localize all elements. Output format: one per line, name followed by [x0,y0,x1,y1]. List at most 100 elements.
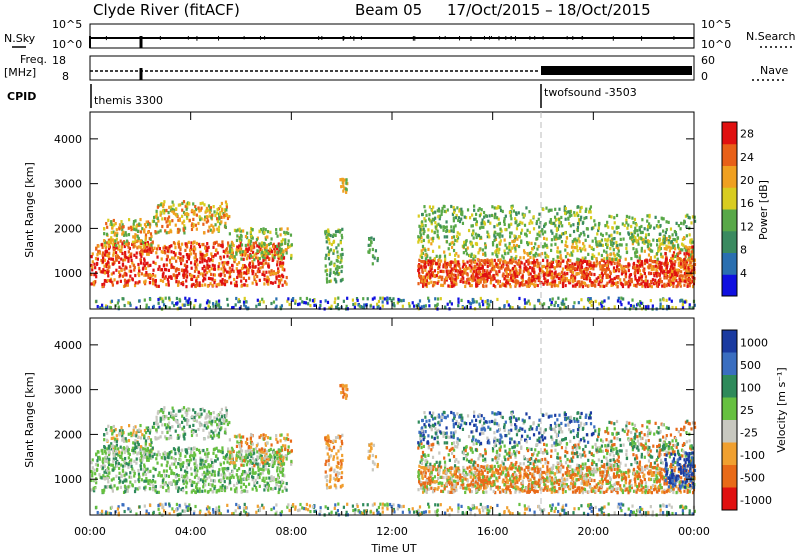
power-cell [688,245,691,250]
power-cell [284,241,287,245]
power-cell [178,218,181,223]
power-cell [189,261,193,265]
power-cell [163,267,167,272]
power-cell [677,271,680,275]
power-cell [276,234,279,238]
power-cell [663,284,666,289]
power-cell [199,201,202,206]
power-cell [260,248,263,253]
power-cell [324,264,327,268]
power-cell [529,265,532,270]
power-cell [334,267,338,271]
power-cell [464,268,467,272]
power-cell [104,304,108,308]
power-cell [573,213,576,217]
power-cell [146,249,149,254]
power-cell [435,306,438,310]
power-cell [599,265,602,269]
power-cell [580,283,583,287]
velocity-cell [90,488,93,492]
power-cell [440,269,444,274]
power-cell [605,232,608,236]
power-cell [373,256,376,260]
power-cell [483,269,486,273]
power-cell [611,259,614,263]
power-cell [576,228,579,233]
power-cell [368,248,371,252]
power-cell [546,259,549,263]
power-cell [141,252,144,256]
power-cell [600,304,603,308]
power-cell [232,305,235,310]
velocity-cell [144,485,147,489]
power-cell [629,236,632,240]
power-cell [560,215,563,220]
power-cell [665,266,669,270]
power-cell [448,276,452,280]
power-cell [216,227,219,231]
velocity-cell [154,484,157,489]
power-cell [226,279,229,284]
power-cell [444,225,447,230]
power-cell [207,204,211,208]
power-cell [481,266,484,270]
power-cell [659,232,662,236]
power-cell [263,255,266,260]
power-cell [690,280,693,285]
velocity-cell [172,456,175,461]
power-cell [609,247,612,251]
power-cell [125,233,128,237]
power-cell [235,280,238,284]
velocity-cell [175,465,178,469]
power-cell [421,223,424,227]
velocity-cell [185,481,189,485]
power-cell [275,231,278,235]
power-cell [594,283,597,287]
power-cell [646,219,649,223]
power-cell [459,270,462,274]
power-cell [457,273,460,277]
power-cell [122,230,125,234]
velocity-cell [276,469,279,473]
power-cell [556,246,559,250]
power-cell [641,240,644,244]
power-cell [583,233,586,237]
velocity-cell [205,472,208,476]
power-cell [679,262,682,266]
power-cell [565,297,568,301]
power-cell [600,271,604,276]
power-cell [191,222,194,226]
power-cell [225,205,228,209]
power-cell [620,302,623,307]
power-cell [559,235,562,239]
velocity-cell [270,477,274,481]
power-cell [112,218,115,223]
power-cell [631,304,634,309]
power-cell [669,278,672,282]
power-cell [257,262,260,267]
power-cell [460,277,463,282]
power-cell [133,268,136,272]
velocity-cell [150,452,154,456]
power-cell [672,278,675,282]
power-cell [276,247,279,251]
power-cell [178,272,181,276]
power-cell [437,279,440,284]
power-cell [176,301,179,305]
power-cell [606,220,609,224]
power-cell [600,243,603,247]
power-cell [210,267,213,271]
velocity-cell [148,456,151,460]
power-cell [663,241,666,245]
power-cell [336,264,339,269]
power-cell [538,299,541,303]
velocity-cell [209,488,212,492]
power-cell [673,262,676,267]
power-cell [489,274,492,279]
power-cell [95,246,98,251]
velocity-cell [131,467,134,471]
power-cell [543,276,546,280]
power-cell [680,265,683,269]
power-cell [625,281,628,286]
power-cell [583,259,586,264]
